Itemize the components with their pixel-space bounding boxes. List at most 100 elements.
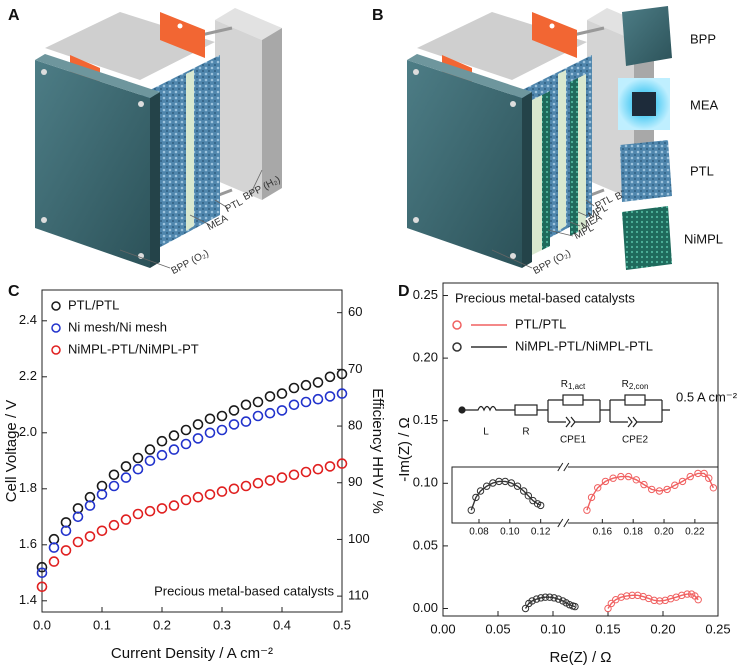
circuit-sub: 2,con: [629, 382, 649, 391]
legend-marker: [51, 345, 61, 355]
data-point: [507, 479, 516, 487]
inset-x-tick-label: 0.12: [531, 527, 551, 538]
data-point: [276, 472, 288, 483]
data-point: [156, 503, 168, 514]
data-point: [216, 424, 228, 436]
x-tick-label: 0.25: [705, 621, 730, 636]
data-point: [180, 424, 192, 436]
data-point: [228, 483, 240, 495]
legend-label: NiMPL-PTL/NiMPL-PTL: [515, 338, 653, 353]
data-point: [324, 371, 336, 383]
data-point: [48, 542, 60, 553]
data-point: [36, 581, 48, 593]
legend-label: NiMPL-PTL/NiMPL-PT: [68, 341, 199, 356]
y-tick-label: 1.8: [19, 480, 37, 495]
y-tick-label: 1.6: [19, 536, 37, 551]
data-point: [524, 492, 533, 500]
data-point: [661, 596, 669, 605]
data-point: [632, 476, 640, 484]
diagram-label: PTL: [223, 196, 245, 215]
data-point: [192, 419, 204, 430]
inset-x-tick-label: 0.16: [593, 527, 613, 538]
y-tick-label: 0.20: [413, 350, 438, 365]
data-point: [472, 493, 480, 502]
data-point: [609, 474, 617, 482]
data-point: [216, 410, 228, 422]
legend-label: Ni mesh/Ni mesh: [68, 319, 167, 334]
circuit-sub: 1,act: [568, 382, 586, 391]
data-point: [678, 591, 686, 600]
data-point: [156, 435, 168, 447]
data-point: [594, 484, 602, 492]
data-point: [228, 419, 240, 430]
y-axis-title: -Im(Z) / Ω: [396, 417, 413, 482]
y-tick-label: 0.05: [413, 537, 438, 552]
y2-tick-label: 110: [348, 588, 369, 603]
y2-tick-label: 80: [348, 417, 362, 432]
legend-marker: [452, 342, 462, 352]
x-tick-label: 0.05: [485, 621, 510, 636]
circuit-symbol: R: [561, 379, 568, 390]
x-tick-label: 0.15: [595, 621, 620, 636]
data-point: [300, 396, 312, 408]
y-tick-label: 2.2: [19, 368, 37, 383]
x-tick-label: 0.4: [273, 617, 291, 632]
data-point: [300, 379, 312, 391]
data-point: [655, 487, 664, 495]
data-point: [467, 506, 475, 514]
data-point: [132, 508, 144, 520]
data-point: [120, 472, 132, 483]
data-point: [36, 561, 48, 573]
data-point: [336, 368, 348, 380]
component-label: PTL: [690, 163, 714, 178]
y2-tick-label: 100: [348, 531, 370, 546]
annotation: Precious metal-based catalysts: [154, 583, 334, 598]
data-point: [705, 474, 713, 482]
data-point: [96, 489, 108, 500]
data-point: [634, 591, 642, 600]
data-point: [587, 493, 596, 502]
data-point: [536, 501, 545, 510]
panel-label: A: [8, 7, 20, 24]
data-point: [264, 407, 276, 419]
data-point: [252, 477, 264, 489]
y2-tick-label: 70: [348, 361, 362, 376]
data-point: [120, 461, 132, 472]
data-point: [554, 595, 563, 603]
data-point: [617, 593, 625, 601]
data-point: [96, 525, 108, 537]
y-tick-label: 0.25: [413, 287, 438, 302]
inset-x-tick-label: 0.22: [685, 527, 705, 538]
data-point: [240, 416, 252, 427]
series-line: [586, 472, 715, 511]
data-point: [683, 590, 691, 598]
circuit-label: R: [522, 427, 529, 438]
data-point: [252, 410, 264, 422]
y-axis-title: Cell Voltage / V: [3, 400, 20, 503]
data-point: [640, 480, 648, 489]
data-point: [513, 482, 522, 490]
component-label: BPP: [690, 31, 716, 46]
inset-x-tick-label: 0.18: [623, 527, 643, 538]
data-point: [686, 472, 694, 481]
data-point: [216, 486, 228, 497]
data-point: [482, 482, 491, 490]
data-point: [604, 604, 612, 613]
axis-break-gap: [559, 463, 568, 471]
y-tick-label: 0.00: [413, 600, 438, 615]
data-point: [144, 455, 156, 467]
data-point: [628, 591, 636, 600]
data-point: [288, 399, 300, 411]
data-point: [204, 489, 216, 500]
data-point: [72, 511, 84, 523]
circuit-label: R1,act: [561, 379, 586, 391]
panel-label: C: [8, 283, 20, 300]
data-point: [168, 444, 180, 455]
y2-axis-title: Efficiency HHV / %: [369, 388, 386, 514]
data-point: [156, 449, 168, 461]
diagram-label: BPP (O₂): [531, 248, 572, 277]
data-point: [476, 487, 485, 495]
data-point: [84, 500, 96, 511]
data-point: [694, 596, 702, 604]
